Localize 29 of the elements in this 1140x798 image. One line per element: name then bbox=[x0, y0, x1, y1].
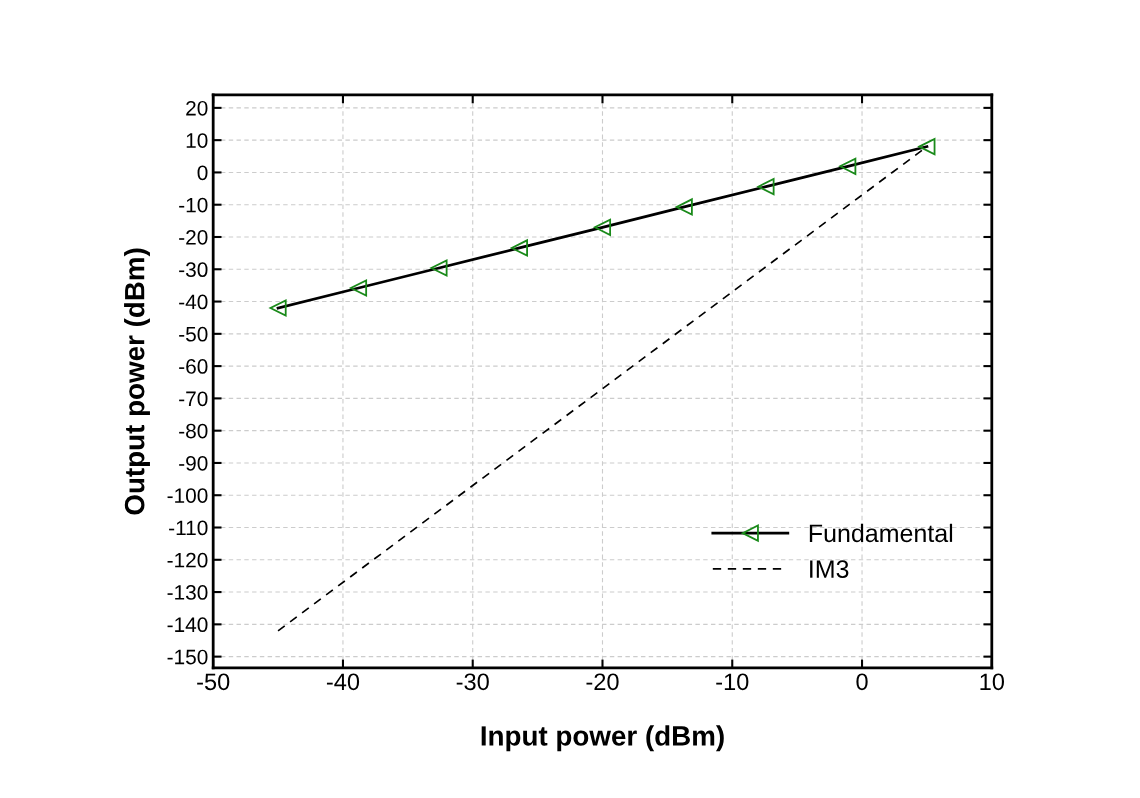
y-tick-label: -140 bbox=[167, 617, 208, 633]
y-tick-label: -80 bbox=[179, 423, 208, 439]
y-tick-label: -130 bbox=[167, 585, 208, 600]
y-tick-label: -30 bbox=[179, 262, 208, 278]
x-axis-title: Input power (dBm) bbox=[481, 725, 724, 752]
x-tick-label: -30 bbox=[456, 673, 489, 691]
y-tick-label: 20 bbox=[186, 100, 208, 116]
y-tick-label: -10 bbox=[179, 197, 208, 213]
y-tick-label: -20 bbox=[179, 229, 208, 245]
x-tick-label: -40 bbox=[326, 673, 360, 691]
y-tick-label: -40 bbox=[179, 294, 208, 310]
x-tick-label: -50 bbox=[197, 673, 230, 691]
y-tick-label: 10 bbox=[186, 133, 208, 148]
y-tick-label: -90 bbox=[179, 455, 208, 471]
y-tick-label: -100 bbox=[167, 488, 208, 503]
x-tick-label: 0 bbox=[856, 673, 868, 691]
y-tick-label: -60 bbox=[179, 359, 208, 374]
y-tick-label: -50 bbox=[179, 326, 208, 342]
legend-label: Fundamental bbox=[809, 523, 953, 543]
y-axis-title: Output power (dBm) bbox=[124, 248, 150, 515]
x-tick-label: 10 bbox=[980, 673, 1005, 691]
y-tick-label: 0 bbox=[197, 165, 208, 181]
legend-label: IM3 bbox=[810, 560, 849, 578]
x-tick-label: -10 bbox=[716, 673, 749, 691]
y-tick-label: -70 bbox=[179, 391, 208, 407]
x-tick-label: -20 bbox=[586, 673, 619, 691]
y-tick-label: -150 bbox=[167, 649, 208, 665]
y-tick-label: -110 bbox=[169, 520, 208, 536]
y-tick-label: -120 bbox=[167, 552, 208, 568]
